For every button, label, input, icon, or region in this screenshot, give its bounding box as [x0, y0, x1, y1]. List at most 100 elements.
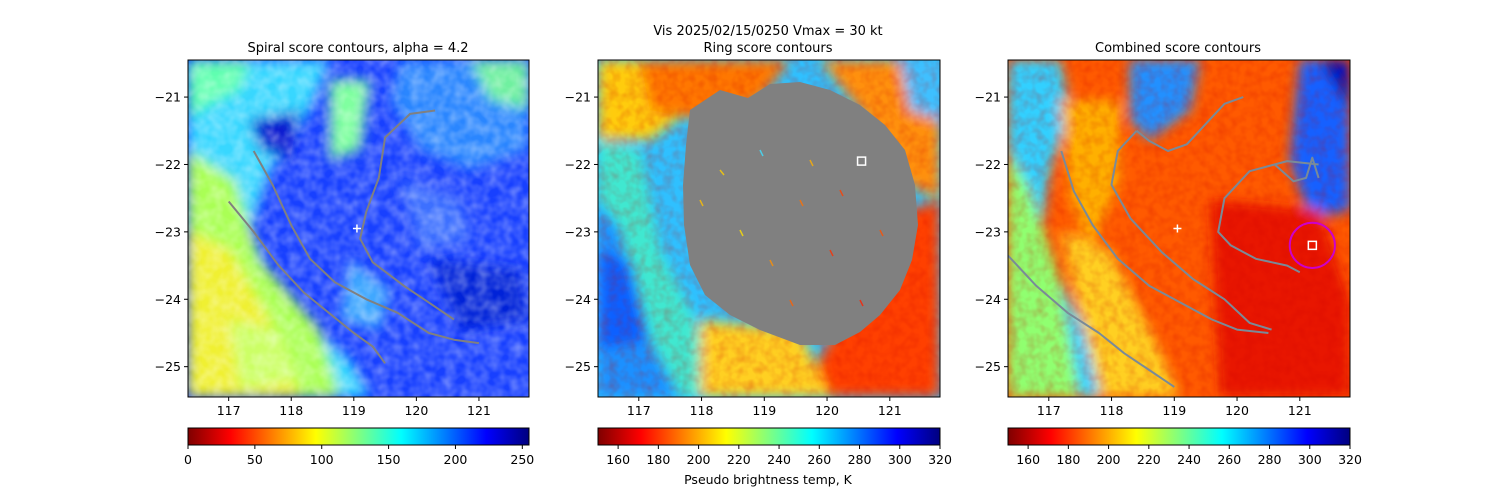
- colorbar-bar: [597, 427, 941, 446]
- colorbar-tick-label: 220: [1137, 452, 1161, 467]
- x-tick-label: 119: [342, 403, 366, 418]
- colorbar-combined: 160 180 200 220 240 260 280 300 320: [1007, 427, 1362, 467]
- colorbar-tick-label: 260: [807, 452, 831, 467]
- colorbar-tick-label: 180: [646, 452, 670, 467]
- combined-y-ticks: −21 −22 −23 −24 −25: [975, 90, 1008, 374]
- colorbar-tick-label: 280: [1258, 452, 1282, 467]
- colorbar-label: Pseudo brightness temp, K: [684, 472, 853, 487]
- x-tick-label: 118: [690, 403, 714, 418]
- x-tick-label: 121: [467, 403, 491, 418]
- y-tick-label: −21: [155, 90, 181, 105]
- spiral-heatmap: [188, 60, 529, 397]
- colorbar-tick-label: 320: [1338, 452, 1362, 467]
- x-tick-label: 120: [404, 403, 428, 418]
- combined-best-fit: [1288, 221, 1336, 269]
- panel-spiral: Spiral score contours, alpha = 4.2: [155, 41, 530, 418]
- x-tick-label: 121: [878, 403, 902, 418]
- ring-center-marker: [856, 156, 867, 166]
- ring-speckles: [699, 149, 884, 307]
- y-tick-label: −22: [975, 157, 1001, 172]
- y-tick-label: −24: [975, 292, 1001, 307]
- colorbar-tick-label: 320: [928, 452, 952, 467]
- y-tick-label: −22: [565, 157, 591, 172]
- colorbar-tick-label: 300: [1298, 452, 1322, 467]
- colorbar-tick-label: 240: [767, 452, 791, 467]
- combined-center-marker: [1173, 224, 1182, 233]
- x-tick-label: 118: [279, 403, 303, 418]
- x-tick-label: 118: [1100, 403, 1124, 418]
- colorbar-tick-label: 180: [1056, 452, 1080, 467]
- x-tick-label: 119: [1162, 403, 1186, 418]
- spiral-center-marker: [352, 224, 361, 233]
- colorbar-tick-label: 0: [184, 452, 192, 467]
- y-tick-label: −24: [565, 292, 591, 307]
- colorbar-bar: [1007, 427, 1351, 446]
- contour-line: [1008, 254, 1175, 388]
- y-tick-label: −23: [155, 224, 181, 239]
- square-marker: [856, 156, 867, 166]
- ring-heatmap: [598, 60, 940, 397]
- colorbar-tick-label: 160: [606, 452, 630, 467]
- x-tick-label: 117: [217, 403, 241, 418]
- y-tick-label: −21: [975, 90, 1001, 105]
- colorbar-tick-label: 250: [510, 452, 534, 467]
- panel-ring: Ring score contours: [565, 41, 941, 418]
- spiral-contours: [227, 109, 480, 364]
- combined-heatmap: [1008, 60, 1350, 397]
- x-tick-label: 120: [1225, 403, 1249, 418]
- panel-combined: Combined score contours 117 118 119 120 121 …: [975, 41, 1351, 418]
- ring-axes-frame: [597, 59, 941, 398]
- spiral-x-ticks: 117 118 119 120 121: [217, 397, 491, 418]
- colorbar-tick-label: 100: [310, 452, 334, 467]
- colorbar-tick-label: 150: [377, 452, 401, 467]
- contour-line: [1135, 96, 1244, 152]
- colorbar-tick-label: 50: [247, 452, 263, 467]
- y-tick-label: −23: [565, 224, 591, 239]
- best-fit-ring: [1288, 221, 1336, 269]
- colorbar-tick-label: 280: [848, 452, 872, 467]
- y-tick-label: −23: [975, 224, 1001, 239]
- colorbar-tick-label: 160: [1016, 452, 1040, 467]
- x-tick-label: 117: [1037, 403, 1061, 418]
- combined-contours: [1008, 96, 1320, 388]
- colorbar-bar: [187, 427, 530, 446]
- colorbar-tick-label: 200: [1097, 452, 1121, 467]
- colorbar-ring: 160 180 200 220 240 260 280 300 320: [597, 427, 952, 467]
- ring-mask: [683, 82, 918, 345]
- contour-line: [252, 150, 480, 345]
- best-fit-square-marker: [1307, 240, 1318, 251]
- colorbar-tick-label: 260: [1217, 452, 1241, 467]
- colorbar-spiral: 0 50 100 150 200 250: [184, 427, 534, 467]
- ring-y-ticks: −21 −22 −23 −24 −25: [565, 90, 598, 374]
- y-tick-label: −25: [565, 359, 591, 374]
- contour-line: [1217, 160, 1319, 274]
- contour-line: [359, 109, 455, 321]
- panel-title-spiral: Spiral score contours, alpha = 4.2: [247, 41, 468, 56]
- x-tick-label: 119: [752, 403, 776, 418]
- spiral-y-ticks: −21 −22 −23 −24 −25: [155, 90, 188, 374]
- combined-x-ticks: 117 118 119 120 121: [1037, 397, 1312, 418]
- y-tick-label: −25: [155, 359, 181, 374]
- spiral-axes-frame: [187, 59, 530, 398]
- contour-line: [1274, 156, 1320, 183]
- contour-line: [1060, 150, 1269, 334]
- figure-title: Vis 2025/02/15/0250 Vmax = 30 kt: [653, 24, 882, 39]
- y-tick-label: −22: [155, 157, 181, 172]
- colorbar-tick-label: 200: [687, 452, 711, 467]
- panel-title-combined: Combined score contours: [1095, 41, 1261, 56]
- x-tick-label: 117: [627, 403, 651, 418]
- colorbar-tick-label: 240: [1177, 452, 1201, 467]
- x-tick-label: 121: [1288, 403, 1312, 418]
- contour-line: [1110, 130, 1272, 331]
- contour-line: [227, 200, 386, 364]
- colorbar-tick-label: 300: [888, 452, 912, 467]
- y-tick-label: −21: [565, 90, 591, 105]
- combined-axes-frame: [1007, 59, 1351, 398]
- colorbar-tick-label: 200: [444, 452, 468, 467]
- colorbar-tick-label: 220: [727, 452, 751, 467]
- y-tick-label: −24: [155, 292, 181, 307]
- y-tick-label: −25: [975, 359, 1001, 374]
- x-tick-label: 120: [815, 403, 839, 418]
- panel-title-ring: Ring score contours: [703, 41, 832, 56]
